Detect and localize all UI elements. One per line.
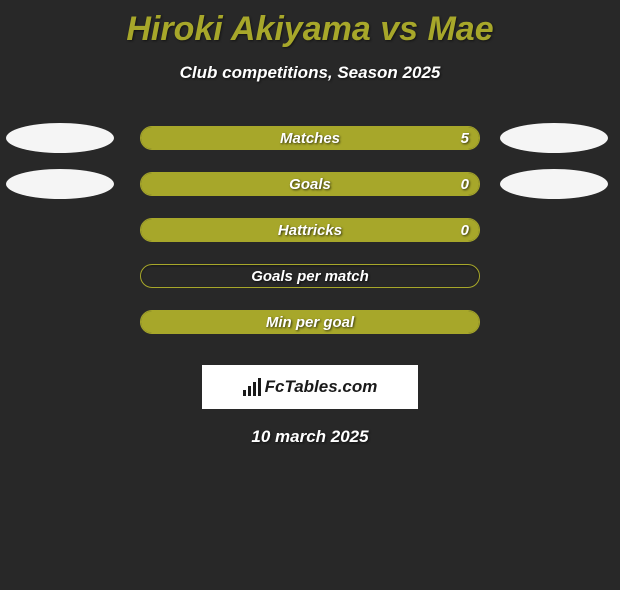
stat-row: Hattricks0: [0, 215, 620, 261]
stat-label: Goals per match: [141, 265, 479, 287]
stat-label: Goals: [141, 173, 479, 195]
date-label: 10 march 2025: [0, 427, 620, 447]
stat-bar: Min per goal: [140, 310, 480, 334]
stat-label: Min per goal: [141, 311, 479, 333]
stat-row: Goals0: [0, 169, 620, 215]
stat-row: Min per goal: [0, 307, 620, 353]
stat-label: Matches: [141, 127, 479, 149]
stat-row: Matches5: [0, 123, 620, 169]
stat-bar: Goals per match: [140, 264, 480, 288]
stats-area: Matches5Goals0Hattricks0Goals per matchM…: [0, 123, 620, 353]
stat-value: 0: [461, 219, 469, 241]
stat-row: Goals per match: [0, 261, 620, 307]
player-right-ellipse: [500, 169, 608, 199]
stat-bar: Matches5: [140, 126, 480, 150]
bar-chart-icon: [243, 378, 261, 396]
logo-text: FcTables.com: [265, 377, 378, 397]
fctables-logo: FcTables.com: [243, 377, 378, 397]
player-right-ellipse: [500, 123, 608, 153]
page-subtitle: Club competitions, Season 2025: [0, 63, 620, 83]
stat-bar: Hattricks0: [140, 218, 480, 242]
logo-box: FcTables.com: [202, 365, 418, 409]
page-title: Hiroki Akiyama vs Mae: [0, 10, 620, 49]
stat-bar: Goals0: [140, 172, 480, 196]
player-left-ellipse: [6, 123, 114, 153]
stat-label: Hattricks: [141, 219, 479, 241]
stat-value: 5: [461, 127, 469, 149]
player-left-ellipse: [6, 169, 114, 199]
stat-value: 0: [461, 173, 469, 195]
